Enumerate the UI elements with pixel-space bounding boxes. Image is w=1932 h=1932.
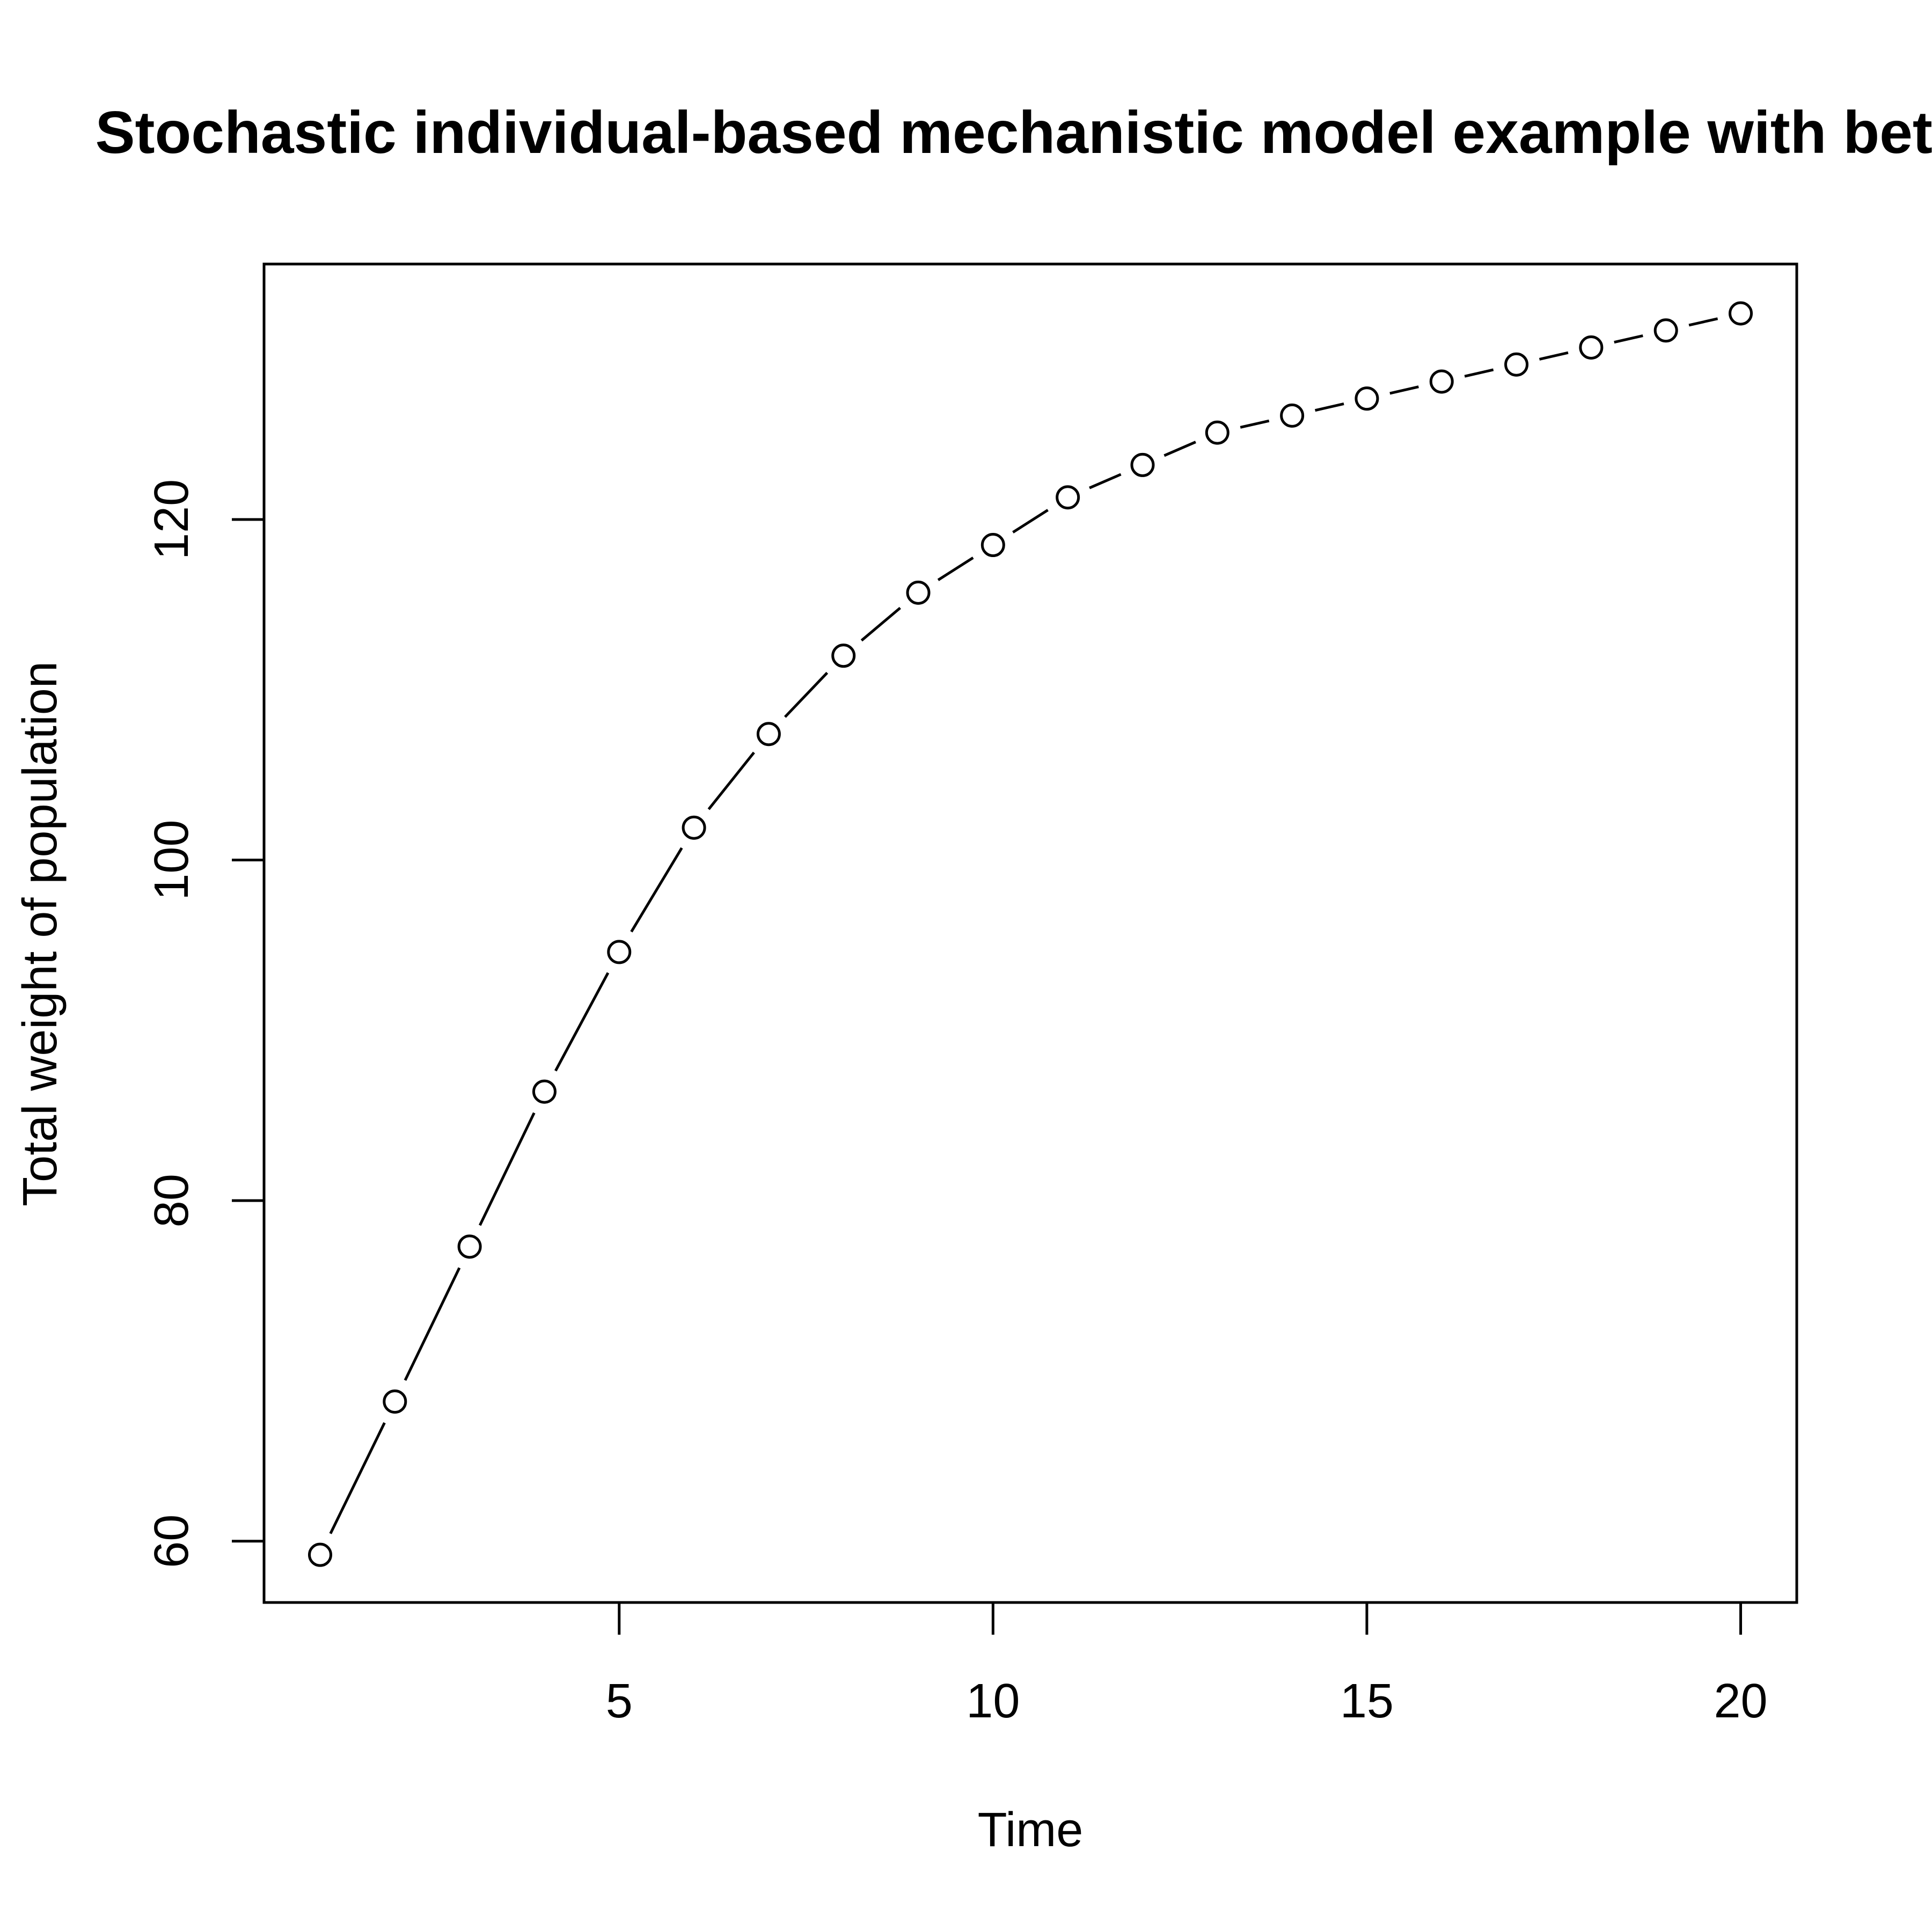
series-segment	[1389, 385, 1419, 395]
data-point	[1205, 420, 1230, 445]
series-segment	[1240, 419, 1270, 429]
y-tick-label: 120	[145, 479, 199, 560]
series-segment	[554, 972, 610, 1072]
data-point	[682, 815, 706, 840]
data-point	[1429, 369, 1454, 394]
data-point	[756, 722, 781, 747]
x-axis: 5 10 15 20	[606, 1601, 1768, 1728]
x-axis-label: Time	[978, 1803, 1084, 1857]
series-segment	[1464, 368, 1494, 378]
data-point	[906, 580, 931, 605]
series-segment	[1614, 334, 1643, 344]
data-point	[1504, 352, 1529, 377]
x-tick-label: 15	[1340, 1674, 1394, 1728]
y-axis: 60 80 100 120	[145, 479, 266, 1568]
series-line	[329, 317, 1718, 1534]
data-point	[1056, 485, 1080, 510]
series-segment	[630, 847, 683, 933]
data-point	[1355, 386, 1379, 411]
data-point	[532, 1079, 557, 1104]
series-segment	[478, 1112, 536, 1226]
series-segment	[1688, 317, 1718, 327]
data-point	[1653, 318, 1678, 343]
data-point	[1729, 301, 1753, 326]
series-points	[308, 301, 1753, 1567]
data-point	[308, 1542, 332, 1567]
x-tick-label: 5	[606, 1674, 633, 1728]
x-tick-label: 20	[1714, 1674, 1767, 1728]
series-segment	[784, 671, 829, 718]
data-point	[1579, 335, 1604, 360]
series-segment	[1012, 509, 1049, 533]
data-point	[607, 940, 632, 964]
data-point	[1280, 403, 1305, 428]
series-segment	[1089, 473, 1122, 489]
data-point	[383, 1389, 407, 1414]
series-segment	[329, 1422, 386, 1534]
y-tick-label: 60	[145, 1514, 199, 1568]
series-segment	[707, 751, 755, 810]
chart-title: Stochastic individual-based mechanistic …	[95, 99, 1932, 166]
data-point	[457, 1234, 482, 1259]
data-point	[1130, 452, 1155, 477]
series-segment	[404, 1267, 461, 1381]
series-segment	[937, 557, 974, 581]
series-segment	[1314, 402, 1344, 412]
series-segment	[860, 606, 901, 642]
data-point	[831, 643, 856, 668]
y-tick-label: 100	[145, 819, 199, 900]
data-point	[980, 533, 1005, 558]
series-segment	[1163, 441, 1196, 457]
series-segment	[1539, 351, 1569, 361]
x-tick-label: 10	[966, 1674, 1020, 1728]
plot-frame	[262, 262, 1798, 1604]
y-axis-label: Total weight of population	[13, 661, 67, 1206]
y-tick-label: 80	[145, 1174, 199, 1227]
